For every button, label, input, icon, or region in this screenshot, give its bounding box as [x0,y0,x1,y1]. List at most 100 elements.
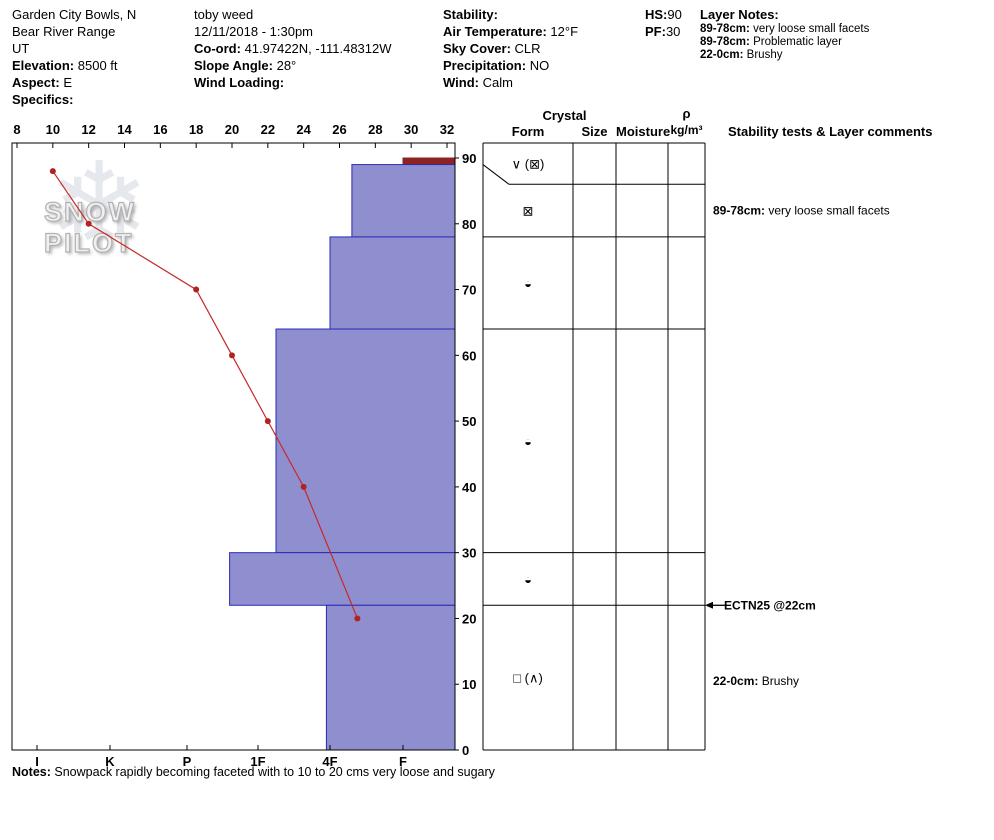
air-temp-label: Air Temperature: [443,24,547,39]
layer-comment: 22-0cm: Brushy [713,674,799,688]
hs-row: HS:90 [645,6,682,23]
temp-axis-label: 16 [153,122,167,137]
layer-note-text: Brushy [746,49,783,61]
coord-row: Co-ord: 41.97422N, -111.48312W [194,40,392,57]
site-name: Garden City Bowls, N [12,7,137,22]
layer-note-text: Problematic layer [753,36,842,48]
notes-text: Snowpack rapidly becoming faceted with t… [54,765,495,779]
wind-loading-row: Wind Loading: [194,74,392,91]
elevation-value: 8500 ft [77,58,118,73]
sky-cover-value: CLR [514,41,541,56]
air-temp-row: Air Temperature: 12°F [443,23,578,40]
layer-note-prefix: 89-78cm: [700,36,754,48]
sky-cover-row: Sky Cover: CLR [443,40,578,57]
observer-name: toby weed [194,7,254,22]
site-range: Bear River Range [12,24,116,39]
depth-axis-label: 30 [462,546,476,561]
temperature-point [193,286,200,293]
depth-axis-label: 80 [462,217,476,232]
sky-cover-label: Sky Cover: [443,41,511,56]
air-temp-value: 12°F [550,24,579,39]
temp-axis-label: 14 [117,122,132,137]
snow-layer [325,604,456,751]
header-site-block: Garden City Bowls, N Bear River Range UT… [12,6,136,108]
layer-note-text: very loose small facets [753,23,870,35]
observation-datetime: 12/11/2018 - 1:30pm [194,24,314,39]
coord-label: Co-ord: [194,41,241,56]
temp-axis-label: 26 [332,122,346,137]
slope-angle-value: 28° [276,58,297,73]
snowflake-icon: ❄ [48,139,151,275]
table-row-connector [482,164,510,185]
table-header-size: Size [581,124,608,139]
snow-layer [329,236,456,330]
wind-row: Wind: Calm [443,74,578,91]
temperature-point [264,418,271,425]
slope-angle-row: Slope Angle: 28° [194,57,392,74]
crystal-form-symbol: ◒ [524,434,532,449]
hs-value: 90 [667,7,682,22]
hardness-axis-label: 1F [250,754,265,769]
snow-layer [275,328,456,554]
notes-label: Notes: [12,765,51,779]
chart-frame [11,142,456,751]
header-totals-block: HS:90 PF:30 [645,6,682,40]
crystal-form-symbol: ◒ [524,572,532,587]
layer-note-item: 89-78cm: very loose small facets [700,23,869,36]
crystal-form-symbol: ⊠ [523,204,534,219]
table-header-density-unit: kg/m³ [670,123,703,137]
left-arrow-icon [705,601,713,609]
wind-value: Calm [482,75,513,90]
snow-layer [229,552,456,606]
temp-axis-label: 32 [440,122,454,137]
hardness-axis-label: F [399,754,407,769]
pf-label: PF: [645,24,666,39]
hs-label: HS: [645,7,668,22]
precipitation-label: Precipitation: [443,58,527,73]
aspect-value: E [63,75,72,90]
depth-axis-label: 90 [462,151,476,166]
header-layer-notes-block: Layer Notes: 89-78cm: very loose small f… [700,6,869,62]
crystal-form-symbol: ∨ (⊠) [512,157,545,172]
table-header-moisture: Moisture [616,124,671,139]
table-header-crystal: Crystal [542,108,587,123]
layer-note-item: 89-78cm: Problematic layer [700,36,869,49]
site-aspect-row: Aspect: E [12,74,136,91]
wind-loading-label: Wind Loading: [194,75,285,90]
slope-angle-label: Slope Angle: [194,58,273,73]
header-conditions-block: Stability: Air Temperature: 12°F Sky Cov… [443,6,578,91]
crystal-form-symbol: ◒ [524,276,532,291]
table-header-comments: Stability tests & Layer comments [728,124,933,139]
layer-note-prefix: 89-78cm: [700,23,754,35]
wind-label: Wind: [443,75,479,90]
temperature-point [49,168,56,175]
hardness-axis-label: P [183,754,192,769]
depth-axis-label: 60 [462,348,476,363]
depth-axis-label: 20 [462,611,476,626]
elevation-label: Elevation: [12,58,75,73]
temp-axis-label: 30 [404,122,418,137]
hardness-axis-label: K [105,754,115,769]
header-observation-block: toby weed 12/11/2018 - 1:30pm Co-ord: 41… [194,6,392,91]
specifics-label: Specifics: [12,92,74,107]
temperature-point [229,352,235,359]
depth-axis-label: 40 [462,480,476,495]
temp-axis-label: 22 [261,122,275,137]
temp-axis-label: 18 [189,122,203,137]
temperature-point [85,220,92,227]
stability-label: Stability: [443,7,498,22]
pf-value: 30 [665,24,681,39]
temp-axis-label: 10 [46,122,60,137]
layer-note-item: 22-0cm: Brushy [700,49,869,62]
temperature-point [354,615,361,622]
hardness-axis-label: I [35,754,39,769]
layer-note-prefix: 22-0cm: [700,49,747,61]
stability-row: Stability: [443,6,578,23]
temperature-point [300,483,307,490]
layer-notes-title: Layer Notes: [700,7,779,22]
table-header-density-symbol: ρ [682,106,691,121]
stability-test-comment: ECTN25 @22cm [724,598,816,612]
depth-axis-label: 10 [462,677,476,692]
